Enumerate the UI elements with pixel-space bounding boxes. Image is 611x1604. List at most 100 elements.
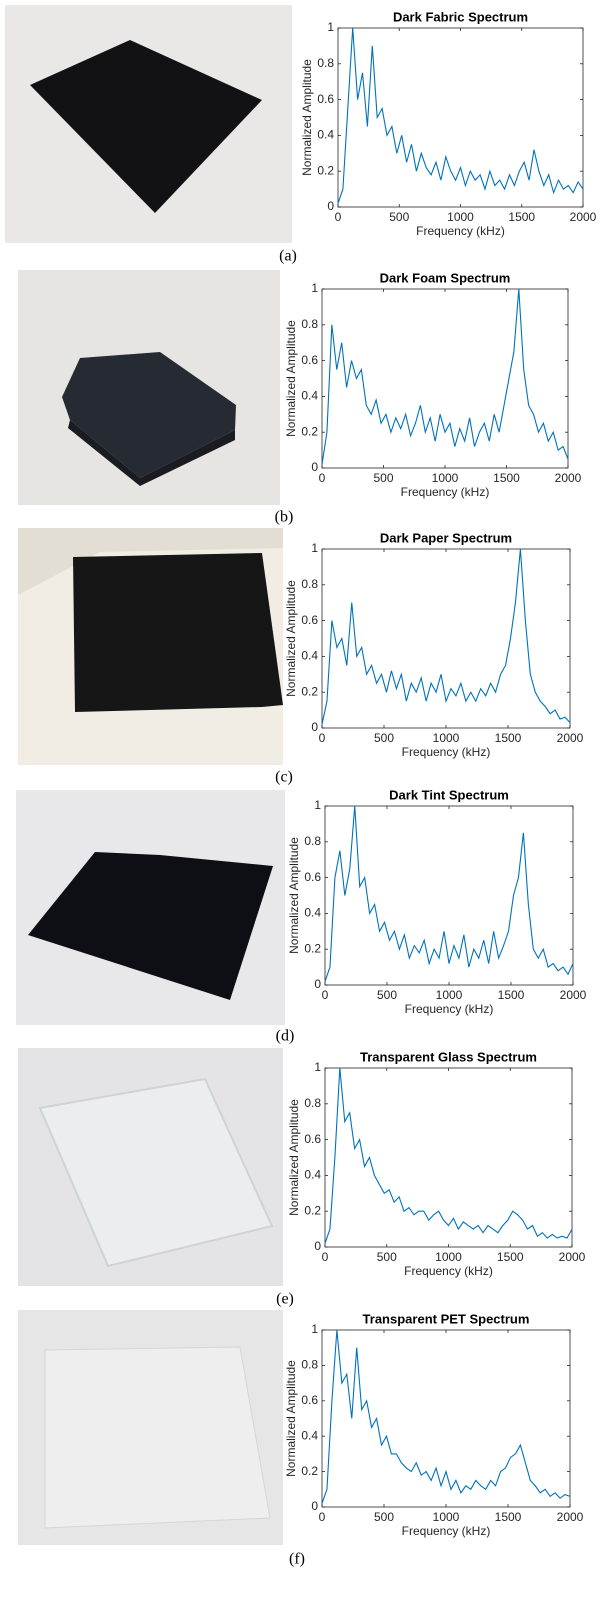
y-tick-label: 0.6 bbox=[304, 870, 321, 884]
x-tick-label: 0 bbox=[322, 988, 329, 1002]
chart-title: Transparent Glass Spectrum bbox=[360, 1049, 537, 1064]
x-tick-label: 500 bbox=[374, 731, 394, 745]
x-tick-label: 500 bbox=[377, 1250, 397, 1264]
x-tick-label: 1000 bbox=[432, 471, 459, 485]
chart-title: Dark Foam Spectrum bbox=[380, 270, 511, 285]
y-tick-label: 0 bbox=[327, 199, 334, 213]
photo-tint bbox=[16, 790, 285, 1025]
y-tick-label: 0.6 bbox=[317, 92, 334, 106]
y-tick-label: 0 bbox=[314, 1239, 321, 1253]
y-tick-label: 0.8 bbox=[301, 1358, 318, 1372]
spectrum-line bbox=[324, 805, 574, 982]
panel-caption: (d) bbox=[276, 1028, 295, 1045]
x-tick-label: 0 bbox=[319, 1510, 326, 1524]
x-axis-label: Frequency (kHz) bbox=[405, 1002, 494, 1016]
y-tick-label: 0.6 bbox=[304, 1132, 321, 1146]
y-tick-label: 0.6 bbox=[301, 353, 318, 367]
y-tick-label: 0.2 bbox=[301, 424, 318, 438]
x-tick-label: 2000 bbox=[560, 988, 587, 1002]
y-tick-label: 0.2 bbox=[301, 684, 318, 698]
y-axis-label: Normalized Amplitude bbox=[284, 1360, 298, 1477]
x-tick-label: 1500 bbox=[498, 988, 525, 1002]
x-tick-label: 1000 bbox=[433, 731, 460, 745]
x-tick-label: 500 bbox=[377, 988, 397, 1002]
spectrum-line bbox=[324, 1067, 573, 1244]
y-tick-label: 0.8 bbox=[301, 577, 318, 591]
y-tick-label: 0.4 bbox=[301, 389, 318, 403]
y-tick-label: 0.8 bbox=[301, 317, 318, 331]
x-axis-label: Frequency (kHz) bbox=[402, 745, 491, 759]
y-tick-label: 0 bbox=[314, 977, 321, 991]
plot-area bbox=[324, 1067, 573, 1248]
x-tick-label: 2000 bbox=[557, 1510, 584, 1524]
plot-area bbox=[324, 805, 574, 986]
y-tick-label: 0.8 bbox=[304, 834, 321, 848]
spectrum-line bbox=[321, 548, 571, 725]
chart-title: Dark Fabric Spectrum bbox=[393, 9, 528, 24]
y-tick-label: 0.4 bbox=[301, 1428, 318, 1442]
y-tick-label: 1 bbox=[314, 798, 321, 812]
photo-fabric bbox=[5, 5, 292, 243]
y-tick-label: 0 bbox=[311, 1499, 318, 1513]
x-axis-label: Frequency (kHz) bbox=[401, 485, 490, 499]
y-tick-label: 0.8 bbox=[317, 56, 334, 70]
y-axis-label: Normalized Amplitude bbox=[284, 580, 298, 697]
x-tick-label: 0 bbox=[322, 1250, 329, 1264]
panel-caption: (a) bbox=[279, 248, 297, 265]
y-tick-label: 1 bbox=[311, 541, 318, 555]
x-tick-label: 1000 bbox=[447, 210, 474, 224]
y-tick-label: 0 bbox=[311, 460, 318, 474]
photo-foam bbox=[18, 270, 280, 505]
x-tick-label: 2000 bbox=[555, 471, 582, 485]
photo-glass bbox=[18, 1048, 283, 1286]
y-axis-label: Normalized Amplitude bbox=[287, 1099, 301, 1216]
y-tick-label: 0.2 bbox=[317, 163, 334, 177]
x-tick-label: 1500 bbox=[495, 731, 522, 745]
x-tick-label: 500 bbox=[373, 471, 393, 485]
y-tick-label: 1 bbox=[311, 281, 318, 295]
y-tick-label: 0.4 bbox=[304, 906, 321, 920]
spectrum-line bbox=[321, 1329, 571, 1504]
y-tick-label: 0 bbox=[311, 720, 318, 734]
photo-paper bbox=[18, 528, 283, 765]
y-tick-label: 0.8 bbox=[304, 1096, 321, 1110]
x-tick-label: 1500 bbox=[508, 210, 535, 224]
photo-pet bbox=[18, 1310, 283, 1545]
y-tick-label: 0.6 bbox=[301, 613, 318, 627]
chart-title: Transparent PET Spectrum bbox=[363, 1311, 530, 1326]
x-tick-label: 1000 bbox=[433, 1510, 460, 1524]
panel-caption: (c) bbox=[275, 769, 293, 786]
x-tick-label: 1000 bbox=[435, 1250, 462, 1264]
y-tick-label: 0.4 bbox=[301, 649, 318, 663]
x-tick-label: 0 bbox=[335, 210, 342, 224]
chart-title: Dark Tint Spectrum bbox=[389, 787, 509, 802]
y-axis-label: Normalized Amplitude bbox=[300, 59, 314, 176]
y-tick-label: 0.6 bbox=[301, 1393, 318, 1407]
x-tick-label: 500 bbox=[389, 210, 409, 224]
x-axis-label: Frequency (kHz) bbox=[404, 1264, 493, 1278]
spectrum-line bbox=[337, 27, 584, 204]
y-tick-label: 0.4 bbox=[317, 128, 334, 142]
y-tick-label: 1 bbox=[314, 1060, 321, 1074]
x-tick-label: 0 bbox=[319, 731, 326, 745]
x-tick-label: 500 bbox=[374, 1510, 394, 1524]
y-tick-label: 0.2 bbox=[301, 1464, 318, 1478]
y-tick-label: 0.2 bbox=[304, 1203, 321, 1217]
y-axis-label: Normalized Amplitude bbox=[287, 837, 301, 954]
x-tick-label: 0 bbox=[319, 471, 326, 485]
y-axis-label: Normalized Amplitude bbox=[284, 320, 298, 437]
y-tick-label: 1 bbox=[327, 20, 334, 34]
panel-caption: (b) bbox=[275, 509, 294, 526]
plot-area bbox=[337, 27, 584, 208]
x-tick-label: 1500 bbox=[497, 1250, 524, 1264]
x-tick-label: 2000 bbox=[570, 210, 597, 224]
x-tick-label: 2000 bbox=[557, 731, 584, 745]
spectrum-line bbox=[321, 288, 569, 465]
plot-area bbox=[321, 288, 569, 469]
panel-caption: (e) bbox=[276, 1291, 294, 1308]
y-tick-label: 0.4 bbox=[304, 1168, 321, 1182]
panel-caption: (f) bbox=[289, 1551, 305, 1568]
x-tick-label: 2000 bbox=[559, 1250, 586, 1264]
x-tick-label: 1500 bbox=[493, 471, 520, 485]
